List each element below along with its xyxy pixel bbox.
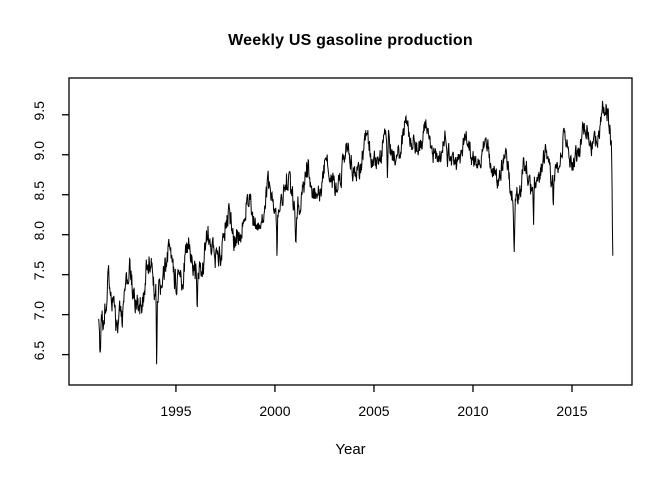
plot-box	[68, 77, 633, 386]
series-line	[98, 100, 614, 365]
x-axis-label: Year	[335, 441, 366, 458]
y-axis-tick-label: 8.0	[31, 221, 47, 241]
y-axis-tick-label: 9.5	[31, 101, 47, 121]
x-axis-tick-label: 2015	[556, 403, 587, 419]
x-axis-tick-label: 2005	[358, 403, 389, 419]
y-axis-tick-label: 9.0	[31, 141, 47, 161]
x-axis-tick-label: 2000	[259, 403, 290, 419]
x-axis-tick-label: 1995	[160, 403, 191, 419]
chart-title: Weekly US gasoline production	[228, 32, 473, 49]
y-axis-tick-label: 8.5	[31, 181, 47, 201]
y-axis-tick-label: 7.0	[31, 301, 47, 321]
y-axis-tick-label: 6.5	[31, 341, 47, 361]
x-axis-tick-label: 2010	[457, 403, 488, 419]
y-axis-tick-label: 7.5	[31, 261, 47, 281]
